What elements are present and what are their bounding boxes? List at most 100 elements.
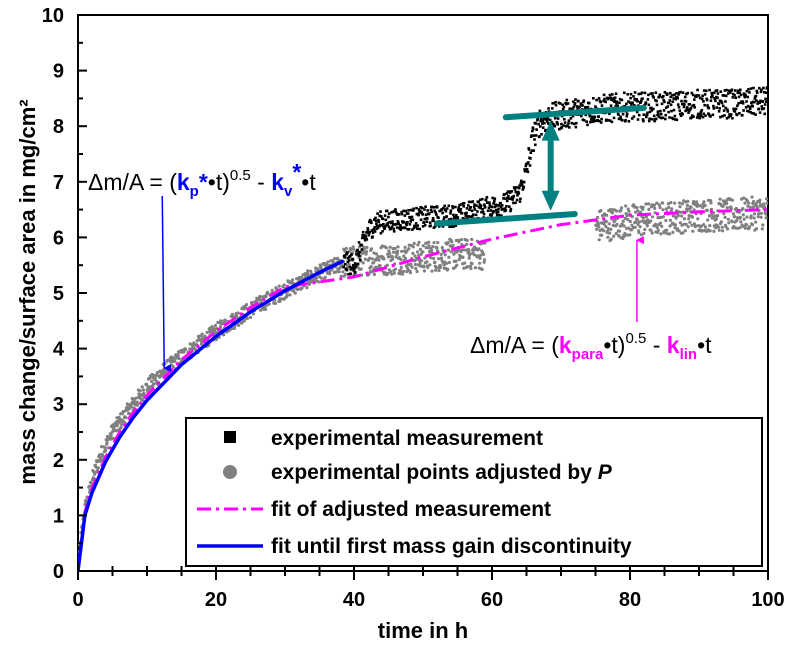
experimental-point [377,218,380,222]
experimental-point [754,94,758,98]
adjusted-point [328,272,332,276]
experimental-point [722,104,725,108]
experimental-point [544,128,547,132]
experimental-point [724,100,727,103]
experimental-point [636,100,639,103]
adjusted-point [757,212,761,216]
experimental-point [650,109,653,112]
adjusted-point [468,252,472,256]
experimental-point [668,116,671,119]
experimental-point [743,95,747,99]
y-axis-ticks: 0 1 2 3 4 5 6 7 8 9 10 [42,5,87,583]
adjusted-point [687,217,691,221]
adjusted-point [664,207,668,211]
adjusted-point [604,219,608,224]
experimental-point [707,106,711,110]
experimental-point [508,205,511,208]
experimental-point [653,119,656,123]
experimental-point [539,125,542,128]
experimental-point [442,218,446,221]
adjusted-point [427,240,431,244]
adjusted-point [347,262,351,266]
adjusted-point [609,237,613,241]
experimental-point [650,106,653,110]
experimental-point [589,120,592,124]
experimental-point [409,208,413,212]
experimental-point [654,117,658,121]
experimental-point [557,101,561,105]
experimental-point [467,204,470,207]
adjusted-point [752,216,756,220]
x-tick-label: 100 [751,589,784,611]
experimental-point [719,115,722,119]
experimental-point [443,208,447,211]
experimental-point [722,109,726,112]
adjusted-point [400,249,404,253]
experimental-point [473,203,476,206]
experimental-point [690,91,694,95]
experimental-point [587,101,591,105]
experimental-point [617,113,620,116]
adjusted-point [602,222,606,226]
adjusted-point [764,197,768,201]
experimental-point [457,206,460,209]
experimental-point [428,212,431,215]
adjusted-point [408,271,412,275]
experimental-point [725,88,728,92]
adjusted-point [365,245,369,250]
experimental-point [378,225,381,228]
experimental-point [465,207,469,210]
fit-until-discontinuity-line [78,259,345,571]
adjusted-point [369,265,373,269]
experimental-point [399,226,403,229]
adjusted-point [236,311,240,315]
experimental-point [697,94,701,97]
y-tick-label: 5 [53,283,64,305]
experimental-point [546,120,549,123]
experimental-point [425,220,429,223]
experimental-point [498,214,501,218]
adjusted-point [124,415,128,419]
experimental-point [711,113,715,117]
experimental-point [553,116,557,120]
adjusted-point [391,257,395,261]
experimental-point [664,106,668,109]
experimental-point [605,118,608,122]
experimental-point [662,94,665,98]
experimental-point [455,214,458,217]
equation-1-pointer-arrow [161,195,172,372]
adjusted-point [242,319,246,323]
experimental-point [681,113,684,116]
adjusted-point [133,396,138,400]
experimental-point [434,211,437,214]
adjusted-point [690,223,694,227]
adjusted-point [747,225,752,229]
experimental-point [733,93,736,97]
adjusted-point [270,288,274,292]
experimental-point [566,124,569,128]
experimental-point [753,97,757,100]
experimental-point [486,201,489,204]
experimental-point [525,168,529,171]
adjusted-point [760,227,764,231]
experimental-point [428,221,432,224]
adjusted-point [682,217,687,221]
experimental-point [395,212,398,215]
experimental-point [750,101,753,104]
adjusted-point [680,214,684,218]
experimental-point [643,91,647,95]
adjusted-point [386,255,391,259]
adjusted-point [398,269,403,273]
adjusted-point [218,325,222,329]
experimental-point [532,134,536,137]
experimental-point [409,220,412,223]
experimental-point [591,115,594,119]
experimental-point [629,96,632,100]
experimental-point [727,92,730,95]
adjusted-point [657,203,661,207]
experimental-point [755,99,758,102]
experimental-point [706,104,709,107]
experimental-point [458,203,461,207]
adjusted-point [602,229,606,233]
adjusted-point [363,257,367,261]
